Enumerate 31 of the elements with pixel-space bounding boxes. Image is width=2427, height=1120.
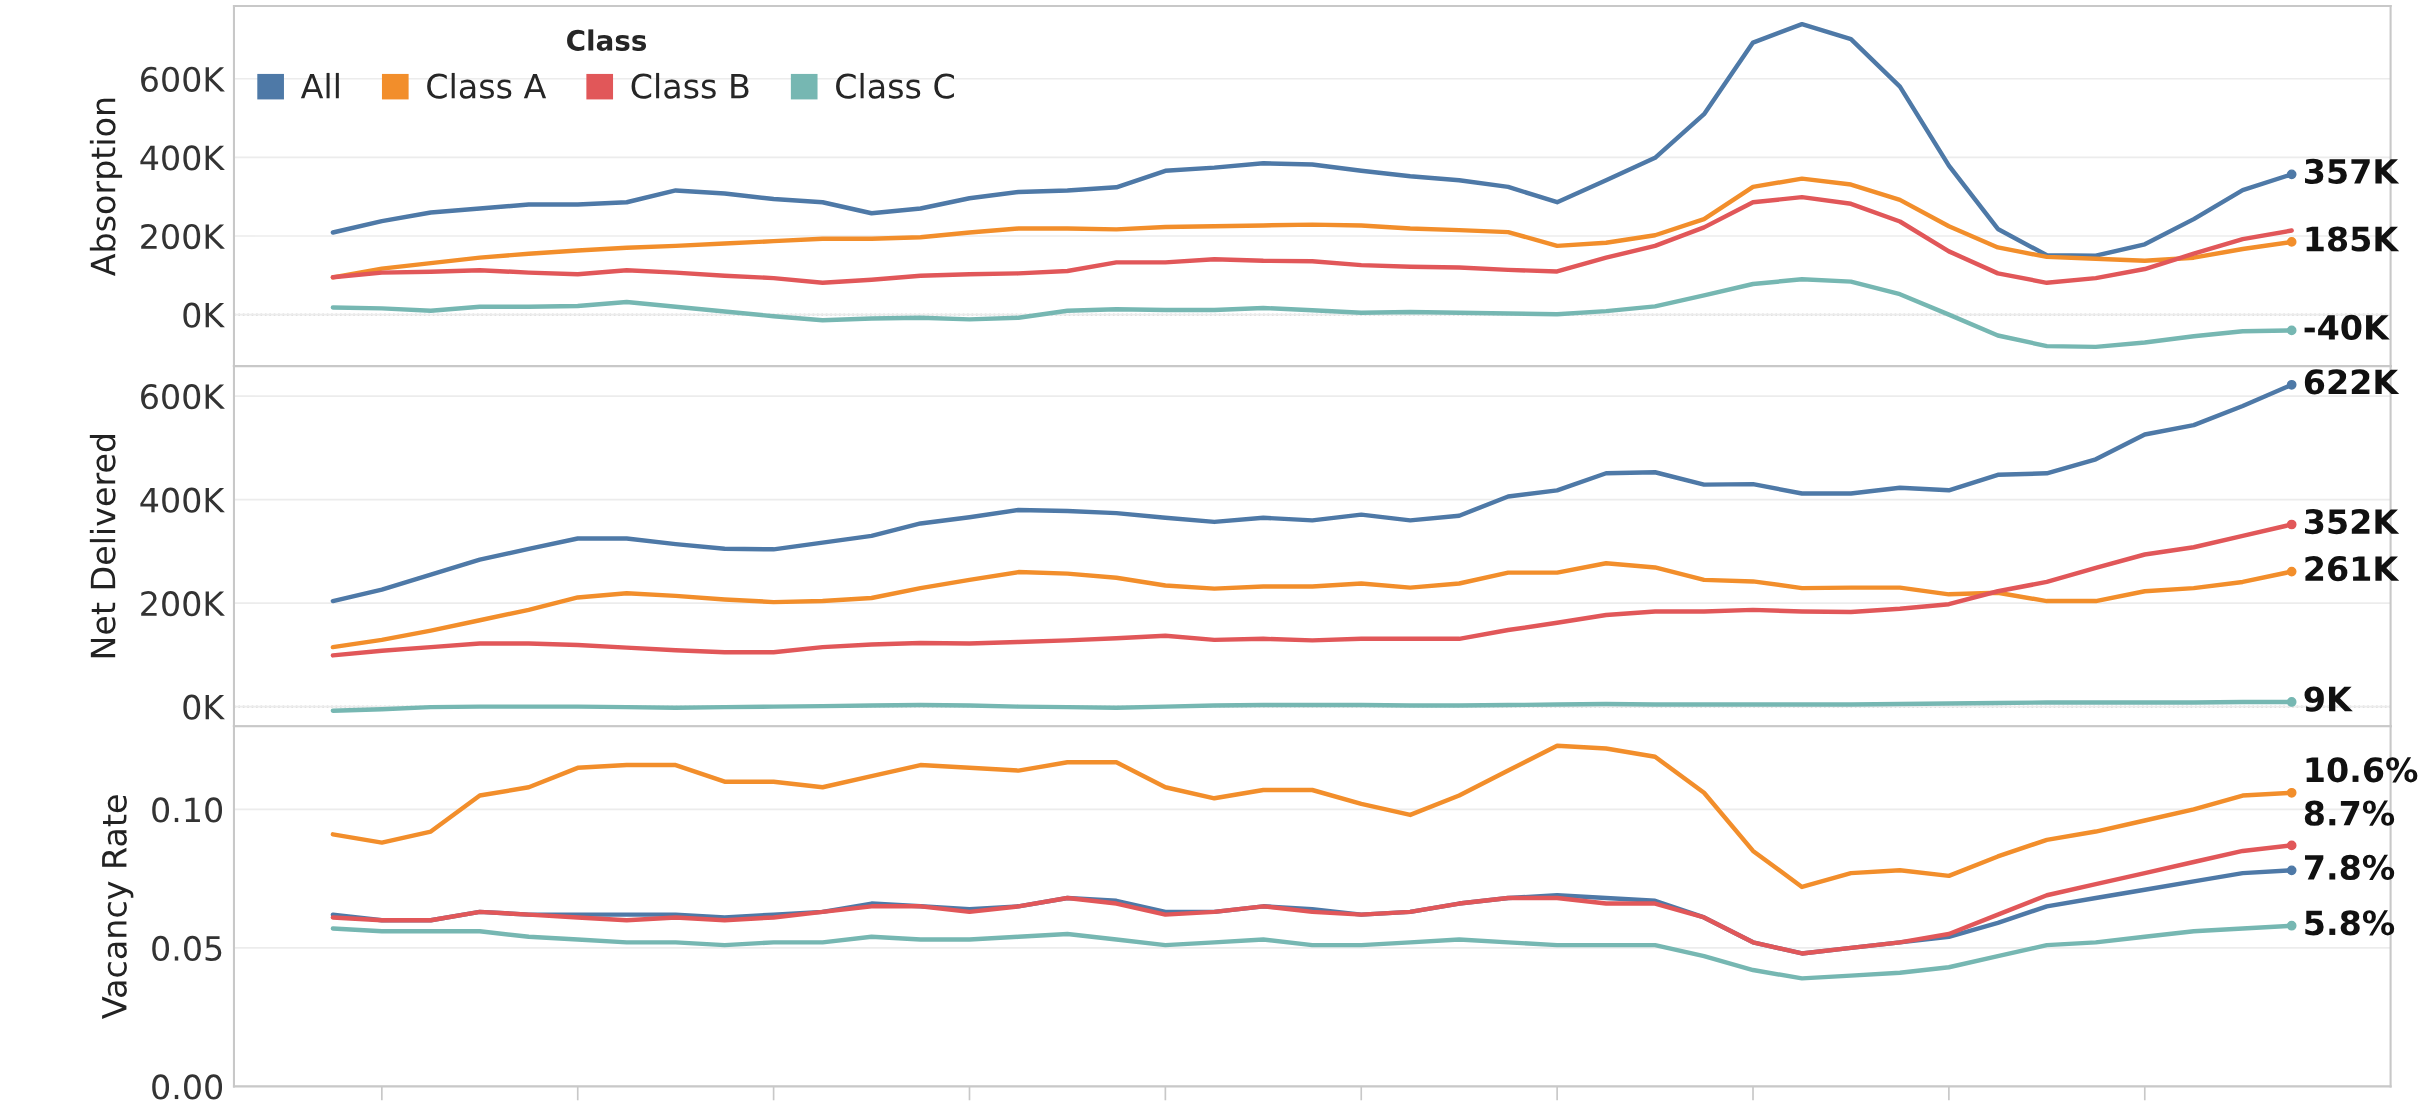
y-tick-label: 400K bbox=[140, 487, 225, 513]
y-tick-label: 0K bbox=[183, 302, 225, 328]
legend-label: Class B bbox=[631, 72, 749, 99]
data-label: 261K bbox=[2305, 556, 2400, 582]
legend-title: Class bbox=[567, 29, 647, 51]
y-tick-label: 600K bbox=[141, 66, 225, 92]
y-tick-label: 0.00 bbox=[152, 1074, 223, 1100]
data-label: 10.6% bbox=[2306, 757, 2418, 783]
data-label: 8.7% bbox=[2304, 800, 2395, 826]
data-label: 622K bbox=[2304, 369, 2400, 395]
legend-label: Class C bbox=[836, 72, 954, 99]
data-label: 357K bbox=[2305, 158, 2400, 184]
y-axis-title: Absorption bbox=[89, 98, 123, 277]
y-tick-label: 200K bbox=[141, 591, 225, 617]
y-tick-label: 400K bbox=[140, 145, 225, 171]
legend-label: All bbox=[300, 72, 339, 99]
line-series bbox=[330, 194, 2294, 286]
data-label: 9K bbox=[2304, 686, 2353, 712]
data-label: 7.8% bbox=[2305, 854, 2395, 880]
data-label: 5.8% bbox=[2305, 910, 2395, 936]
data-label: 352K bbox=[2305, 508, 2400, 535]
y-tick-label: 0.10 bbox=[152, 797, 223, 823]
data-label: 185K bbox=[2306, 226, 2400, 252]
data-label: -40K bbox=[2304, 314, 2390, 341]
y-tick-label: 200K bbox=[141, 223, 225, 250]
legend-label: Class A bbox=[427, 72, 547, 99]
y-axis-title: Vacancy Rate bbox=[102, 795, 134, 1019]
y-tick-label: 0K bbox=[183, 694, 225, 720]
y-tick-label: 0.05 bbox=[152, 935, 222, 962]
y-axis-title: Net Delivered bbox=[89, 434, 116, 658]
y-tick-label: 600K bbox=[141, 384, 225, 410]
